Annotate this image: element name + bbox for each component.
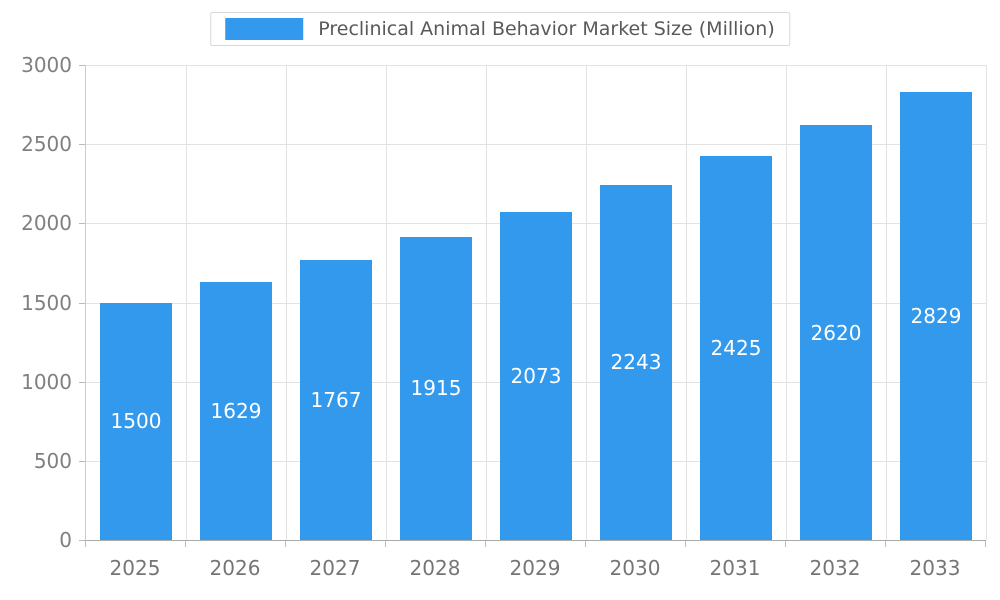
bar-2031: 2425 [700, 156, 772, 540]
v-gridline [386, 65, 387, 540]
x-axis-tick-label: 2031 [709, 556, 761, 580]
v-gridline [586, 65, 587, 540]
x-axis-tick-mark [685, 541, 686, 547]
x-axis-tick-label: 2026 [209, 556, 261, 580]
y-axis-tick-mark [79, 223, 85, 225]
x-axis-tick-mark [585, 541, 586, 547]
x-axis-tick-mark [85, 541, 86, 547]
y-axis-tick-label: 1500 [21, 290, 72, 315]
bar-2029: 2073 [500, 211, 572, 540]
v-gridline [286, 65, 287, 540]
y-axis-tick-label: 1000 [21, 369, 72, 394]
bar-value-label: 1500 [110, 409, 162, 434]
v-gridline [886, 65, 887, 540]
y-axis-tick-label: 2000 [21, 211, 72, 236]
y-axis-tick-label: 500 [33, 448, 72, 473]
y-axis-tick-mark [79, 381, 85, 383]
plot-area: 1500 1629 1767 1915 2073 2243 2425 2620 2829 [85, 65, 987, 541]
v-gridline [486, 65, 487, 540]
y-axis-tick-mark [79, 65, 85, 66]
bar-value-label: 2425 [710, 336, 762, 361]
bar-value-label: 1915 [410, 376, 462, 401]
x-axis-tick-mark [985, 541, 986, 547]
x-axis-tick-mark [285, 541, 286, 547]
bar-2027: 1767 [300, 260, 372, 540]
x-axis-tick-mark [385, 541, 386, 547]
bar-2030: 2243 [600, 184, 672, 540]
y-axis-tick-mark [79, 540, 85, 541]
bar-value-label: 2073 [510, 363, 562, 388]
v-gridline [686, 65, 687, 540]
legend-swatch-icon [225, 18, 304, 40]
h-gridline [86, 144, 986, 146]
bar-value-label: 2243 [610, 350, 662, 375]
x-axis-tick-label: 2032 [809, 556, 861, 580]
h-gridline [86, 65, 986, 66]
y-axis-tick-mark [79, 144, 85, 146]
x-axis-tick-mark [785, 541, 786, 547]
bar-2028: 1915 [400, 236, 472, 540]
y-axis-tick-label: 0 [59, 528, 72, 552]
legend-label: Preclinical Animal Behavior Market Size … [318, 18, 775, 40]
x-axis-tick-mark [885, 541, 886, 547]
bar-value-label: 2620 [810, 320, 862, 345]
bar-value-label: 2829 [910, 304, 962, 329]
bar-2025: 1500 [100, 302, 172, 540]
y-axis-tick-mark [79, 302, 85, 304]
y-axis-tick-label: 2500 [21, 132, 72, 157]
x-axis-tick-label: 2029 [509, 556, 561, 580]
y-axis-tick-mark [79, 460, 85, 462]
x-axis-tick-label: 2025 [109, 556, 161, 580]
bar-2033: 2829 [900, 92, 972, 540]
x-axis-tick-label: 2028 [409, 556, 461, 580]
v-gridline [986, 65, 987, 540]
y-axis-tick-label: 3000 [21, 53, 72, 77]
x-axis-tick-label: 2033 [909, 556, 961, 580]
bar-2026: 1629 [200, 282, 272, 540]
v-gridline [786, 65, 787, 540]
bar-2032: 2620 [800, 125, 872, 540]
bar-value-label: 1767 [310, 388, 362, 413]
legend[interactable]: Preclinical Animal Behavior Market Size … [210, 12, 790, 46]
x-axis-tick-mark [185, 541, 186, 547]
x-axis-tick-label: 2027 [309, 556, 361, 580]
x-axis-tick-mark [485, 541, 486, 547]
bar-value-label: 1629 [210, 399, 262, 424]
x-axis-tick-label: 2030 [609, 556, 661, 580]
v-gridline [186, 65, 187, 540]
